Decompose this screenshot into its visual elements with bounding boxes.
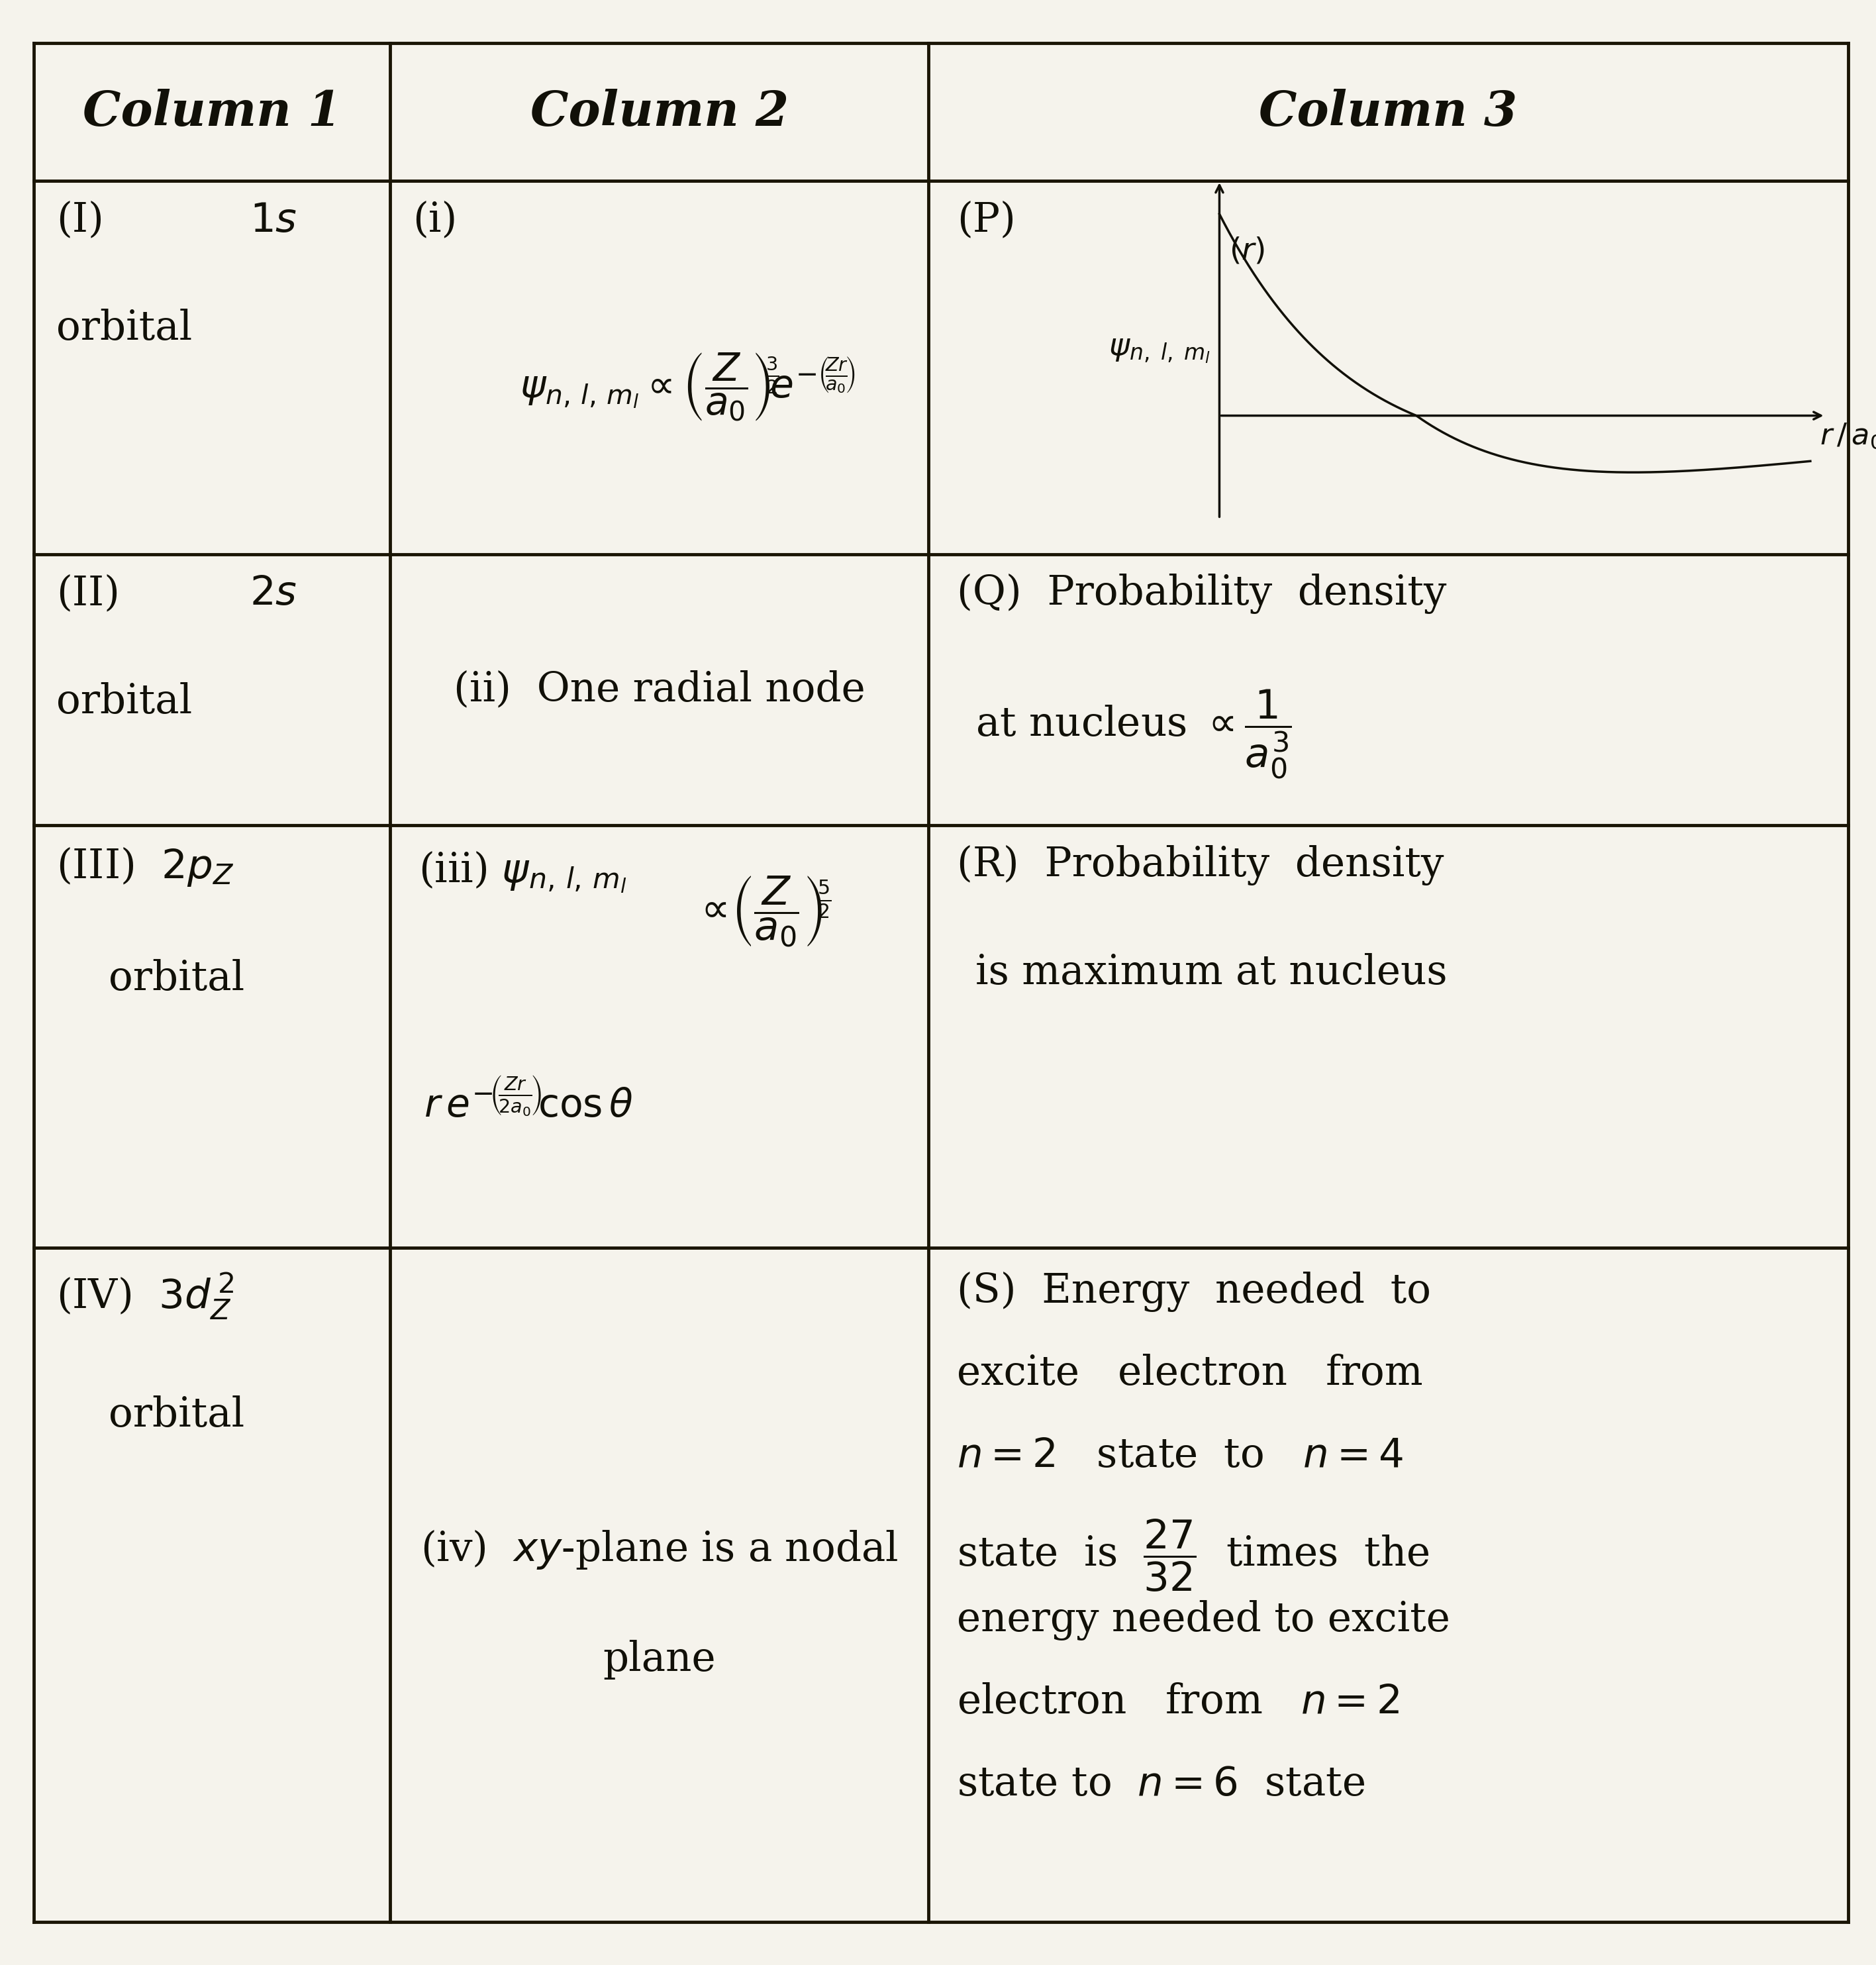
Text: (ii)  One radial node: (ii) One radial node [454,670,865,709]
Text: (I): (I) [56,200,103,240]
Text: $(r)$: $(r)$ [1229,236,1264,265]
Text: (IV)  $3d_Z^{\,2}$: (IV) $3d_Z^{\,2}$ [56,1271,234,1320]
Text: (S)  Energy  needed  to: (S) Energy needed to [957,1271,1431,1313]
Text: Column 2: Column 2 [531,88,788,136]
Text: orbital: orbital [109,1395,244,1434]
Text: (iv)  $xy$-plane is a nodal: (iv) $xy$-plane is a nodal [420,1529,899,1570]
Text: (Q)  Probability  density: (Q) Probability density [957,574,1446,615]
Text: excite   electron   from: excite electron from [957,1354,1422,1393]
Text: (P): (P) [957,200,1015,240]
Text: $\propto\!\left(\dfrac{Z}{a_0}\right)^{\!\!\frac{5}{2}}$: $\propto\!\left(\dfrac{Z}{a_0}\right)^{\… [694,874,831,949]
Text: $n = 2$   state  to   $n = 4$: $n = 2$ state to $n = 4$ [957,1436,1403,1476]
Text: plane: plane [602,1639,717,1680]
Text: $r\,e^{-\!\left(\!\frac{Zr}{2a_0}\!\right)}\!\cos\theta$: $r\,e^{-\!\left(\!\frac{Zr}{2a_0}\!\righ… [424,1081,634,1126]
Text: (R)  Probability  density: (R) Probability density [957,845,1445,886]
Text: state to  $n = 6$  state: state to $n = 6$ state [957,1765,1366,1804]
Text: (III)  $2p_Z$: (III) $2p_Z$ [56,845,234,888]
Text: $1s$: $1s$ [250,200,296,240]
Text: $r\,/\,a_0$  $\rightarrow$: $r\,/\,a_0$ $\rightarrow$ [1820,422,1876,450]
Text: $\psi_{n,\;l,\;m_l}$: $\psi_{n,\;l,\;m_l}$ [1109,334,1210,365]
Text: orbital: orbital [109,959,244,998]
Text: state  is  $\dfrac{27}{32}$  times  the: state is $\dfrac{27}{32}$ times the [957,1517,1430,1594]
Text: Column 1: Column 1 [83,88,341,136]
Text: Column 3: Column 3 [1259,88,1518,136]
Text: orbital: orbital [56,682,191,721]
Text: electron   from   $n = 2$: electron from $n = 2$ [957,1682,1399,1721]
Text: energy needed to excite: energy needed to excite [957,1600,1450,1641]
Text: is maximum at nucleus: is maximum at nucleus [976,953,1448,992]
Text: (iii) $\psi_{n,\,l,\,m_l}$: (iii) $\psi_{n,\,l,\,m_l}$ [418,849,627,894]
Text: orbital: orbital [56,309,191,348]
Text: $\psi_{n,\,l,\,m_l} \propto \left(\dfrac{Z}{a_0}\right)^{\!\!\frac{3}{2}}\!\! e^: $\psi_{n,\,l,\,m_l} \propto \left(\dfrac… [520,352,855,422]
Text: at nucleus $\propto \dfrac{1}{a_0^3}$: at nucleus $\propto \dfrac{1}{a_0^3}$ [976,688,1293,780]
Text: (i): (i) [413,200,458,240]
Text: $2s$: $2s$ [250,574,296,613]
Text: (II): (II) [56,574,120,613]
